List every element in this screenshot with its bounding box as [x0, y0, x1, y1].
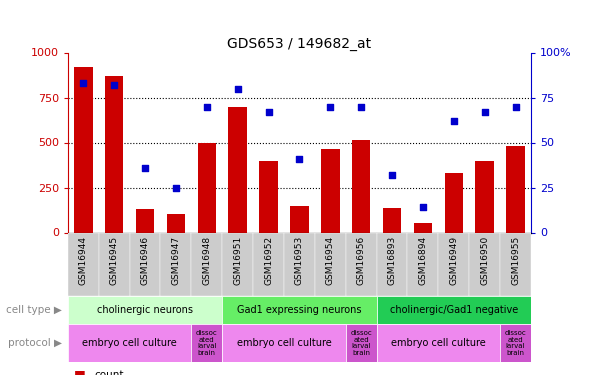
Bar: [352, 140, 371, 232]
Text: GSM16953: GSM16953: [295, 236, 304, 285]
Point: [387, 172, 396, 178]
Text: cholinergic neurons: cholinergic neurons: [97, 305, 193, 315]
Bar: [136, 209, 155, 232]
Point: [233, 86, 242, 92]
Bar: [284, 232, 315, 296]
Bar: [191, 324, 222, 362]
Bar: [253, 232, 284, 296]
Bar: [68, 296, 222, 324]
Bar: [376, 232, 408, 296]
Bar: [476, 160, 494, 232]
Bar: [290, 206, 309, 232]
Text: embryo cell culture: embryo cell culture: [391, 338, 486, 348]
Point: [356, 104, 366, 110]
Point: [264, 109, 273, 115]
Bar: [166, 214, 185, 232]
Text: dissoc
ated
larval
brain: dissoc ated larval brain: [196, 330, 218, 356]
Text: GSM16952: GSM16952: [264, 236, 273, 285]
Bar: [74, 67, 93, 232]
Bar: [506, 146, 525, 232]
Text: dissoc
ated
larval
brain: dissoc ated larval brain: [504, 330, 526, 356]
Bar: [315, 232, 346, 296]
Bar: [191, 232, 222, 296]
Text: GSM16948: GSM16948: [202, 236, 211, 285]
Bar: [321, 149, 340, 232]
Point: [294, 156, 304, 162]
Bar: [222, 232, 253, 296]
Bar: [346, 324, 376, 362]
Text: dissoc
ated
larval
brain: dissoc ated larval brain: [350, 330, 372, 356]
Bar: [222, 324, 346, 362]
Text: Gad1 expressing neurons: Gad1 expressing neurons: [237, 305, 362, 315]
Point: [78, 80, 88, 86]
Bar: [160, 232, 191, 296]
Text: count: count: [94, 370, 124, 375]
Point: [110, 82, 119, 88]
Bar: [99, 232, 130, 296]
Text: GSM16955: GSM16955: [511, 236, 520, 285]
Point: [511, 104, 520, 110]
Bar: [383, 208, 401, 232]
Bar: [376, 296, 531, 324]
Text: embryo cell culture: embryo cell culture: [82, 338, 177, 348]
Point: [140, 165, 150, 171]
Text: GSM16945: GSM16945: [110, 236, 119, 285]
Bar: [408, 232, 438, 296]
Point: [171, 184, 181, 190]
Text: GSM16947: GSM16947: [172, 236, 181, 285]
Bar: [222, 296, 376, 324]
Text: GSM16944: GSM16944: [79, 236, 88, 285]
Bar: [500, 232, 531, 296]
Bar: [130, 232, 160, 296]
Text: protocol ▶: protocol ▶: [8, 338, 62, 348]
Bar: [228, 106, 247, 232]
Bar: [376, 324, 500, 362]
Point: [480, 109, 490, 115]
Bar: [438, 232, 469, 296]
Text: GSM16893: GSM16893: [388, 236, 396, 285]
Point: [449, 118, 458, 124]
Text: GSM16954: GSM16954: [326, 236, 335, 285]
Text: embryo cell culture: embryo cell culture: [237, 338, 332, 348]
Bar: [259, 160, 278, 232]
Text: GSM16951: GSM16951: [233, 236, 242, 285]
Text: GSM16894: GSM16894: [418, 236, 427, 285]
Point: [326, 104, 335, 110]
Text: ■: ■: [74, 369, 86, 375]
Title: GDS653 / 149682_at: GDS653 / 149682_at: [227, 38, 372, 51]
Bar: [444, 173, 463, 232]
Text: GSM16956: GSM16956: [357, 236, 366, 285]
Bar: [105, 76, 123, 232]
Bar: [500, 324, 531, 362]
Bar: [68, 232, 99, 296]
Bar: [68, 324, 191, 362]
Text: cholinergic/Gad1 negative: cholinergic/Gad1 negative: [389, 305, 518, 315]
Text: GSM16950: GSM16950: [480, 236, 489, 285]
Bar: [346, 232, 376, 296]
Bar: [469, 232, 500, 296]
Bar: [198, 142, 216, 232]
Text: GSM16946: GSM16946: [140, 236, 149, 285]
Text: GSM16949: GSM16949: [450, 236, 458, 285]
Bar: [414, 223, 432, 232]
Point: [418, 204, 428, 210]
Text: cell type ▶: cell type ▶: [6, 305, 62, 315]
Point: [202, 104, 212, 110]
